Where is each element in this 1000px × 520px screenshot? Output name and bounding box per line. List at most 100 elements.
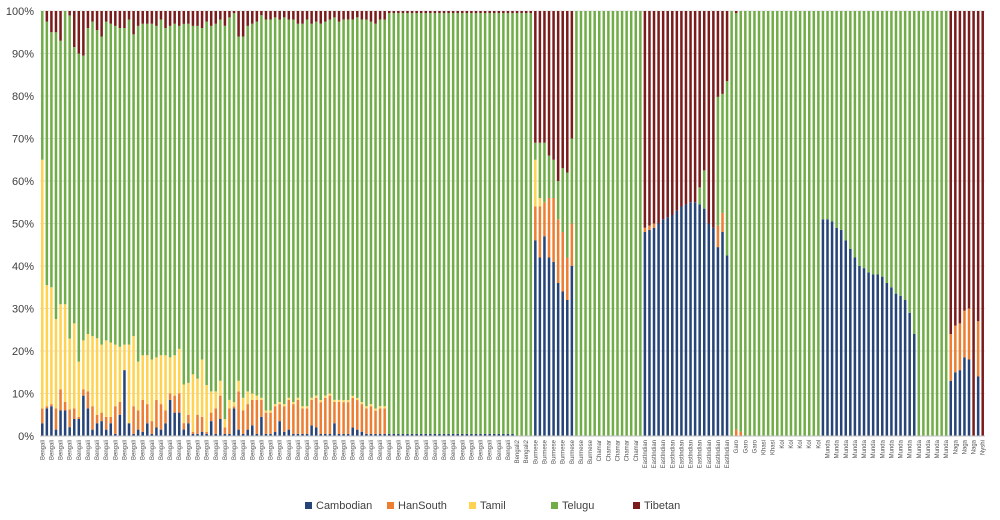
x-tick-label: Bengali xyxy=(77,440,83,460)
bar-segment xyxy=(406,11,409,14)
bar-segment xyxy=(91,406,94,430)
bar-segment xyxy=(132,336,135,407)
bar-segment xyxy=(72,408,76,419)
bar-segment xyxy=(365,19,368,407)
bar-segment xyxy=(177,393,181,413)
bar-segment xyxy=(228,433,231,436)
bar-segment xyxy=(419,433,423,436)
x-tick-label: Bengali xyxy=(378,440,384,460)
bar-segment xyxy=(561,168,564,232)
bar-segment xyxy=(251,399,254,426)
bar-segment xyxy=(287,399,291,430)
bar-segment xyxy=(360,404,364,432)
x-tick-label: Bengali xyxy=(442,440,448,460)
bar-segment xyxy=(698,187,701,205)
bar-segment xyxy=(392,13,396,434)
bar-segment xyxy=(821,219,825,436)
bar-segment xyxy=(547,198,551,258)
bar-segment xyxy=(721,11,724,94)
x-tick-label: Bengali xyxy=(387,440,393,460)
bar-segment xyxy=(429,13,432,434)
bar-segment xyxy=(223,11,227,26)
x-tick-label: Kol xyxy=(816,440,822,449)
bar-segment xyxy=(461,11,464,14)
bar-segment xyxy=(538,206,542,258)
bar-segment xyxy=(401,13,405,434)
bar-segment xyxy=(976,11,980,322)
bar-segment xyxy=(639,11,642,436)
bar-segment xyxy=(109,423,113,436)
bar-segment xyxy=(114,406,117,434)
x-tick-label: Munda xyxy=(880,439,886,458)
x-tick-label: Munda xyxy=(944,439,950,458)
x-tick-label: Burmese xyxy=(570,439,576,464)
bar-segment xyxy=(114,25,117,345)
bar-segment xyxy=(903,11,907,300)
x-tick-label: Burmese xyxy=(579,439,585,464)
bar-segment xyxy=(182,23,186,385)
bar-segment xyxy=(50,404,53,407)
bar-segment xyxy=(566,172,569,258)
x-tick-label: Chamar xyxy=(597,440,603,461)
bar-segment xyxy=(260,399,263,417)
bar-segment xyxy=(209,11,213,26)
x-tick-label: Burmese xyxy=(533,439,539,464)
bar-segment xyxy=(282,404,286,407)
y-tick-label: 0% xyxy=(18,431,34,443)
bar-segment xyxy=(342,400,345,403)
bar-segment xyxy=(702,170,706,209)
bar-segment xyxy=(292,19,295,402)
bar-segment xyxy=(205,385,208,432)
bar-segment xyxy=(378,11,382,20)
x-tick-label: Bengali xyxy=(259,440,265,460)
bar-segment xyxy=(707,223,711,436)
bar-segment xyxy=(785,11,788,436)
y-tick-label: 40% xyxy=(12,261,34,273)
bar-segment xyxy=(903,300,907,436)
bar-segment xyxy=(177,11,181,26)
bar-segment xyxy=(77,419,81,436)
bar-segment xyxy=(45,11,49,22)
bar-segment xyxy=(552,198,555,262)
bar-segment xyxy=(365,11,368,20)
bar-segment xyxy=(287,11,291,20)
bar-segment xyxy=(547,257,551,436)
bar-segment xyxy=(196,25,199,379)
bar-segment xyxy=(296,11,300,24)
bar-segment xyxy=(150,23,154,360)
bar-segment xyxy=(155,25,158,358)
bar-segment xyxy=(191,11,195,26)
bar-segment xyxy=(369,11,373,22)
bar-segment xyxy=(45,408,49,436)
bar-segment xyxy=(95,30,99,339)
bar-segment xyxy=(415,13,418,434)
bar-segment xyxy=(123,344,126,371)
x-tick-label: Bengali xyxy=(488,440,494,460)
bar-segment xyxy=(725,81,729,256)
bar-segment xyxy=(95,338,99,415)
bar-segment xyxy=(228,17,231,400)
bar-segment xyxy=(926,11,930,436)
bar-segment xyxy=(506,13,510,434)
bar-segment xyxy=(200,431,204,436)
bar-segment xyxy=(346,433,350,436)
bar-segment xyxy=(333,402,336,424)
bar-segment xyxy=(301,406,304,409)
bar-segment xyxy=(702,208,706,436)
legend-swatch xyxy=(469,502,476,509)
bar-segment xyxy=(232,402,236,407)
bar-segment xyxy=(342,19,345,401)
bar-segment xyxy=(127,423,131,436)
bar-segment xyxy=(292,402,295,405)
bar-segment xyxy=(365,408,368,434)
bar-segment xyxy=(91,336,94,407)
legend-label: Cambodian xyxy=(316,500,372,512)
bar-segment xyxy=(963,357,966,436)
bar-segment xyxy=(278,404,281,422)
bar-segment xyxy=(383,11,386,20)
bar-segment xyxy=(182,423,186,430)
bar-segment xyxy=(666,217,669,436)
x-tick-label: EastIndian xyxy=(670,440,676,468)
bar-segment xyxy=(114,344,117,407)
bar-segment xyxy=(876,11,879,275)
